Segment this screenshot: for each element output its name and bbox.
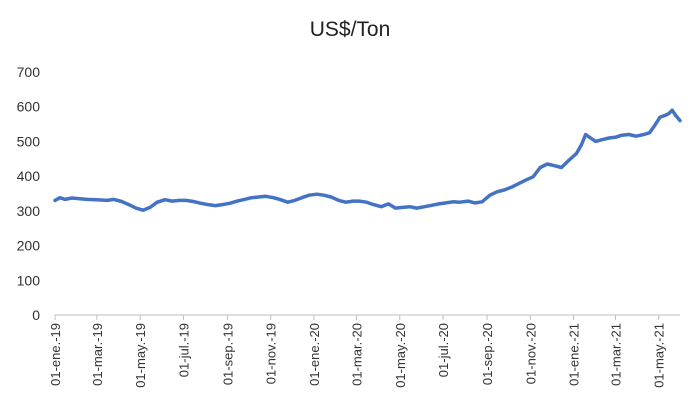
- y-tick-label: 400: [17, 168, 41, 184]
- y-tick-label: 0: [32, 307, 40, 323]
- y-tick-label: 100: [17, 272, 41, 288]
- x-tick-label: 01-ene.-21: [567, 323, 582, 386]
- x-tick-label: 01-mar.-19: [90, 323, 105, 386]
- x-tick-label: 01-sep.-20: [480, 323, 495, 385]
- x-tick-label: 01-may.-19: [133, 323, 148, 388]
- series-line-0: [53, 108, 682, 212]
- x-tick-label: 01-may.-21: [652, 323, 667, 388]
- x-tick-label: 01-sep.-19: [220, 323, 235, 385]
- x-tick-label: 01-may.-20: [393, 323, 408, 388]
- x-tick-label: 01-jul.-19: [176, 323, 191, 377]
- y-tick-label: 300: [17, 203, 41, 219]
- x-tick-label: 01-ene.-20: [307, 323, 322, 386]
- x-tick-label: 01-nov.-20: [523, 323, 538, 384]
- x-tick-label: 01-jul.-20: [436, 323, 451, 377]
- x-tick-label: 01-ene.-19: [48, 323, 63, 386]
- x-tick-label: 01-mar.-21: [608, 323, 623, 386]
- y-tick-label: 700: [17, 64, 41, 80]
- x-tick-label: 01-nov.-19: [264, 323, 279, 384]
- chart-title: US$/Ton: [309, 18, 391, 41]
- y-tick-label: 500: [17, 133, 41, 149]
- y-tick-label: 200: [17, 238, 41, 254]
- y-tick-label: 600: [17, 99, 41, 115]
- x-tick-label: 01-mar.-20: [350, 323, 365, 386]
